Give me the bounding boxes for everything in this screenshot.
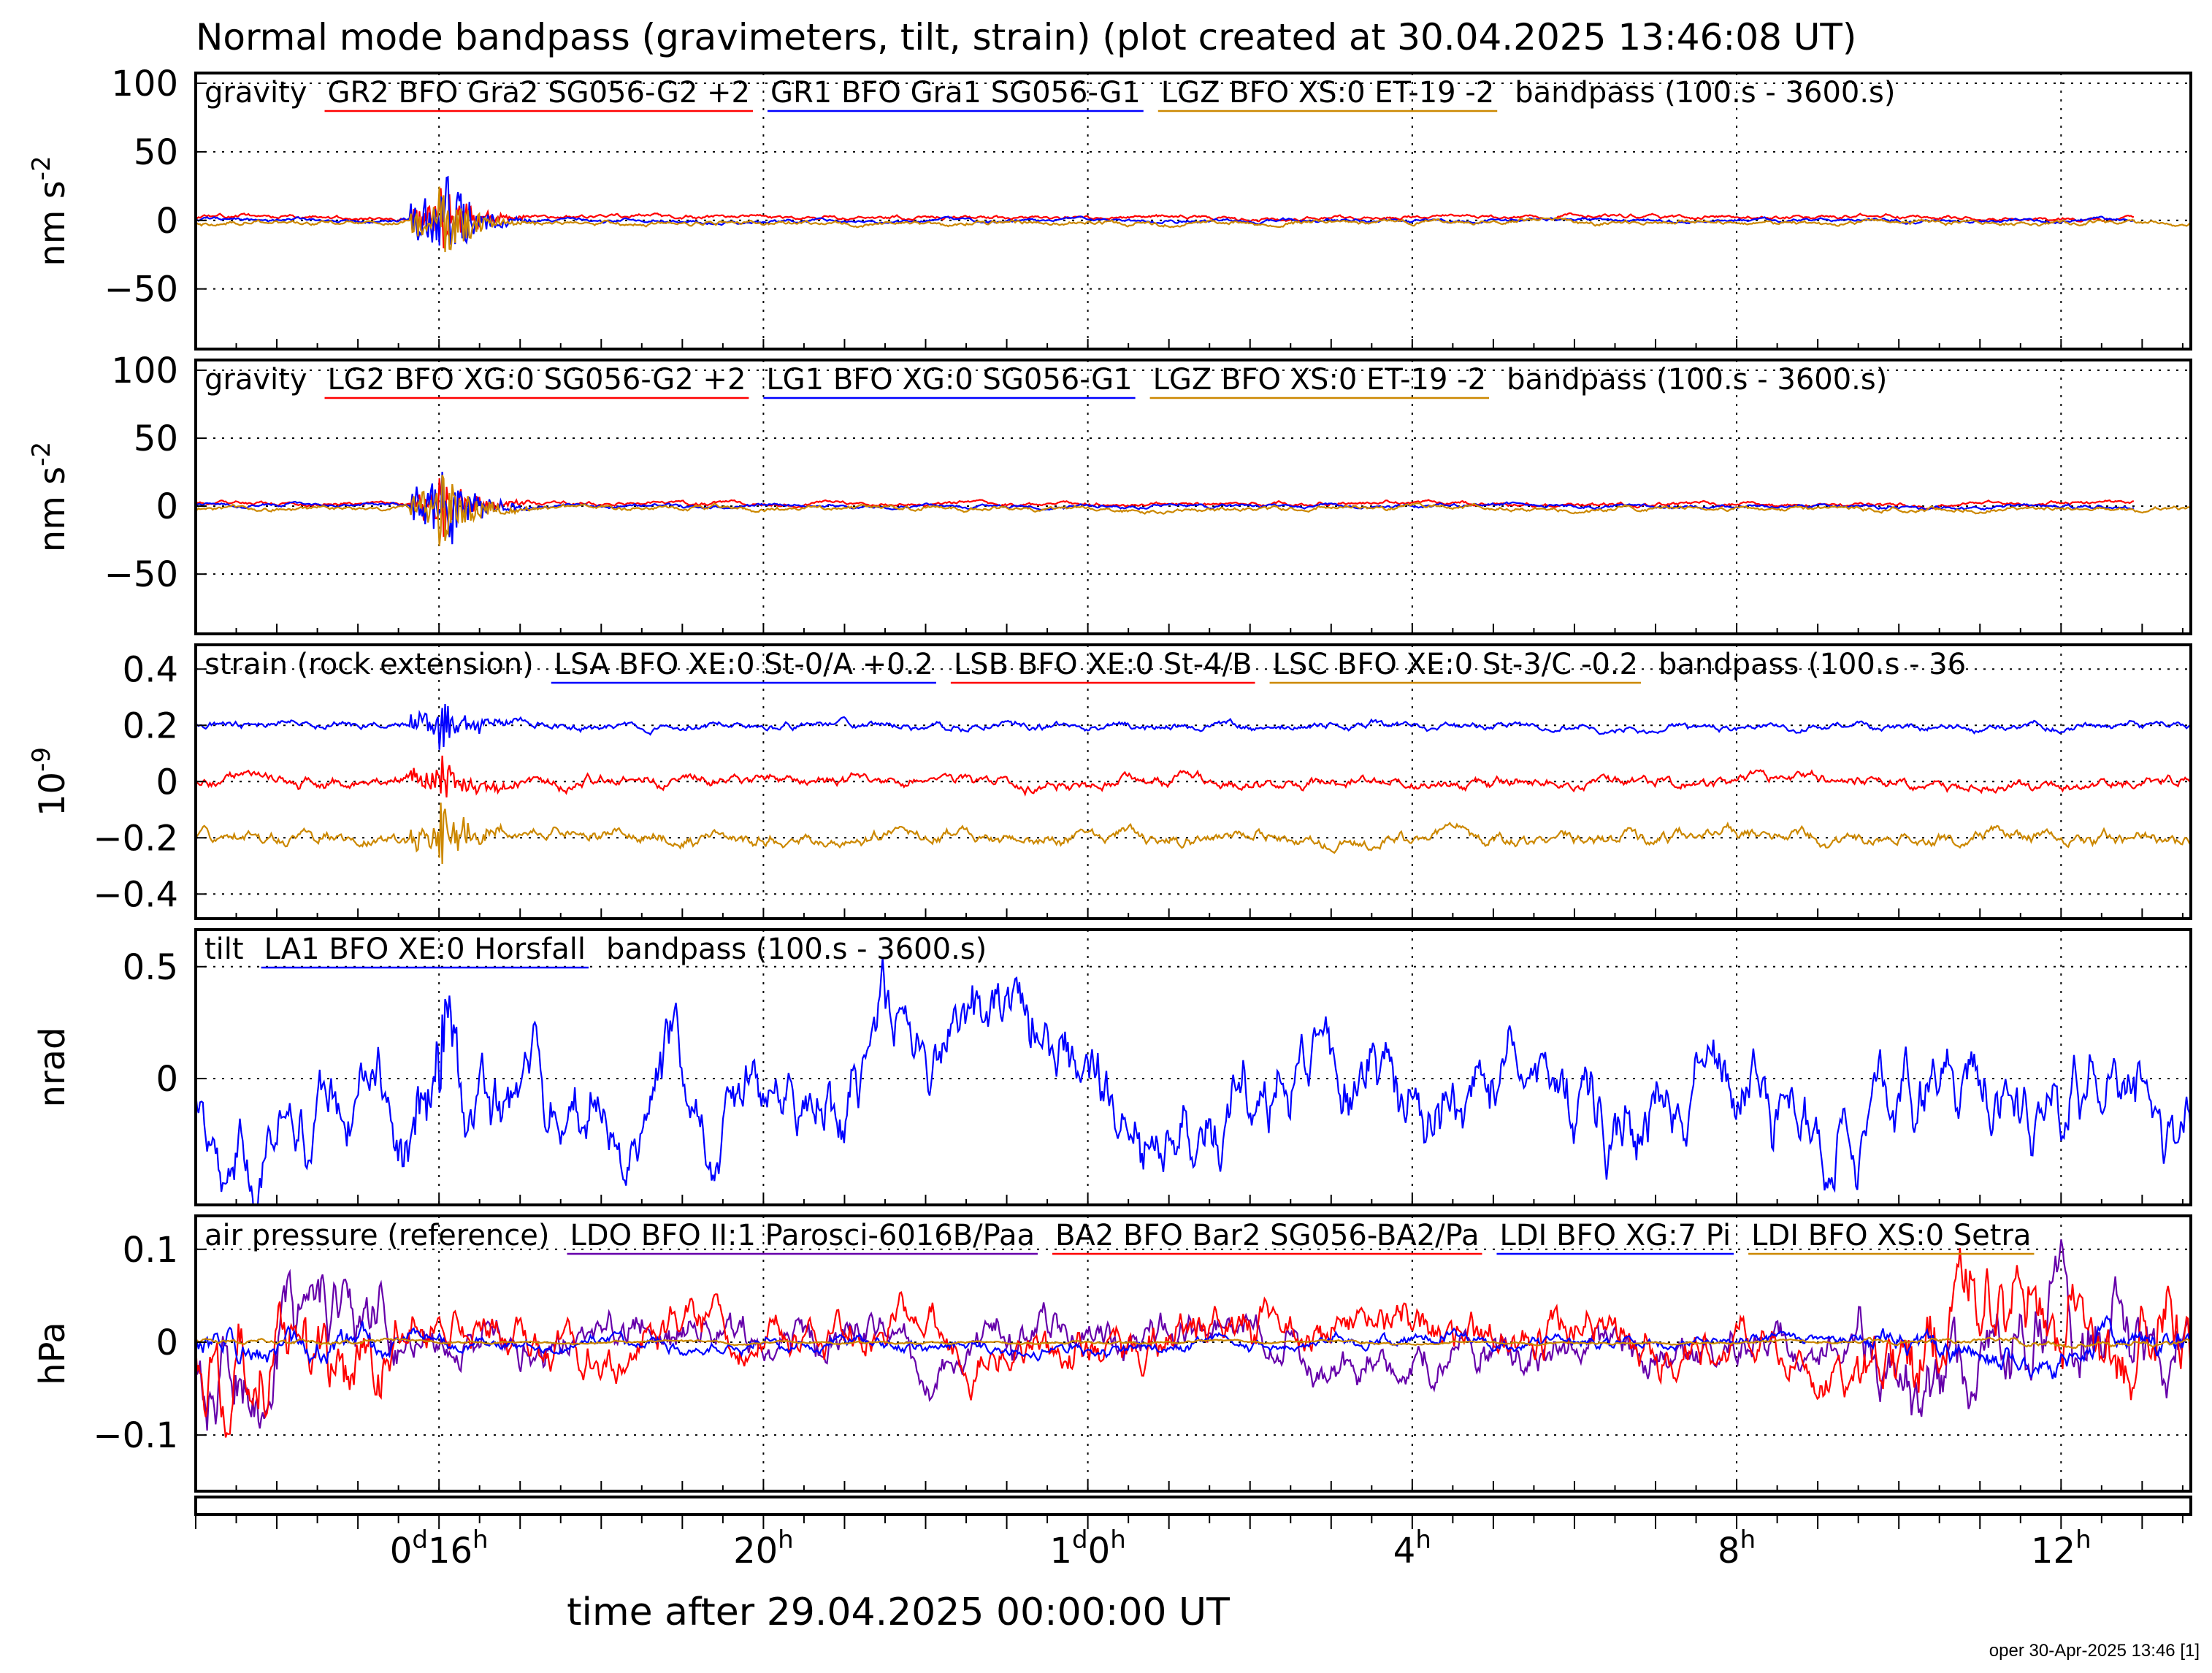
panels: 100 50 0 −50 nm s-2 gravity GR2 BFO Gra2 SG056…	[27, 64, 2192, 1493]
legend-category: gravity	[204, 76, 307, 110]
legend: tilt LA1 BFO XE:0 Horsfall bandpass (100.s…	[204, 933, 987, 969]
legend-bandpass: bandpass (100.s - 3600.s)	[1507, 363, 1887, 397]
legend-entry: BA2 BFO Bar2 SG056-BA2/Pa	[1055, 1219, 1480, 1252]
y-tick-label: 0	[156, 486, 178, 527]
series-line	[196, 957, 2191, 1205]
panel-gravity: 100 50 0 −50 nm s-2 gravity LG2 BFO XG:0 SG056…	[27, 351, 2192, 635]
y-tick-label: −50	[104, 269, 178, 310]
series-line	[196, 703, 2191, 750]
time-axis: 0d16h 20h 1d0h 4h 8h 12h	[194, 1496, 2192, 1571]
legend-entry: GR2 BFO Gra2 SG056-G2 +2	[328, 76, 750, 110]
y-tick-label: 0.5	[123, 947, 178, 988]
legend-entry: LA1 BFO XE:0 Horsfall	[264, 933, 586, 966]
legend: gravity LG2 BFO XG:0 SG056-G2 +2 LG1 BFO X…	[204, 363, 1887, 399]
footer-stamp: oper 30-Apr-2025 13:46 [1]	[1989, 1641, 2200, 1661]
y-tick-label: −0.2	[93, 818, 178, 859]
y-tick-label: 100	[111, 64, 178, 104]
series-line	[196, 175, 2135, 246]
axis-strip	[194, 1496, 2192, 1516]
legend: gravity GR2 BFO Gra2 SG056-G2 +2 GR1 BFO G…	[204, 76, 1896, 112]
panel-frame	[194, 72, 2192, 351]
y-tick-label: −0.4	[93, 874, 178, 915]
y-tick-label: 50	[134, 132, 178, 173]
legend-entry: GR1 BFO Gra1 SG056-G1	[770, 76, 1141, 110]
series-line	[196, 471, 2135, 545]
y-axis-label: 10-9	[27, 747, 73, 816]
y-tick-label: 0.1	[123, 1230, 178, 1271]
legend-entry: LDI BFO XG:7 Pi	[1499, 1219, 1731, 1252]
panel-air-pressure: 0.1 0 −0.1 hPa air pressure (reference) LDO B…	[32, 1214, 2192, 1493]
legend-entry: LGZ BFO XS:0 ET-19 -2	[1153, 363, 1486, 397]
y-axis-label: nrad	[32, 1027, 73, 1107]
panel-frame	[194, 928, 2192, 1206]
legend-entry: LSC BFO XE:0 St-3/C -0.2	[1273, 648, 1638, 681]
panel-frame	[194, 359, 2192, 635]
y-tick-label: 0.4	[123, 649, 178, 690]
panel-tilt: 0.5 0 nrad tilt LA1 BFO XE:0 Horsfall bandpas…	[32, 928, 2192, 1206]
legend-category: tilt	[204, 933, 244, 966]
x-tick-label: 4h	[1393, 1525, 1431, 1571]
series-line	[196, 803, 2191, 865]
y-tick-label: 0	[156, 1059, 178, 1100]
y-tick-label: 50	[134, 418, 178, 459]
series-line	[196, 1248, 2191, 1438]
panel-frame	[194, 1214, 2192, 1493]
y-tick-label: 0	[156, 201, 178, 242]
y-tick-label: 0	[156, 1322, 178, 1363]
legend-entry: LDI BFO XS:0 Setra	[1751, 1219, 2031, 1252]
legend-category: air pressure (reference)	[204, 1219, 549, 1252]
series-line	[196, 755, 2191, 798]
x-tick-label: 1d0h	[1050, 1525, 1126, 1571]
figure-title: Normal mode bandpass (gravimeters, tilt,…	[196, 16, 1856, 58]
legend-entry: LG1 BFO XG:0 SG056-G1	[766, 363, 1132, 397]
series-line	[196, 1336, 2191, 1349]
x-tick-label: 0d16h	[390, 1525, 489, 1571]
series-line	[196, 186, 2191, 253]
legend-category: gravity	[204, 363, 307, 397]
legend-bandpass: bandpass (100.s - 36	[1658, 648, 1966, 681]
legend-entry: LGZ BFO XS:0 ET-19 -2	[1161, 76, 1494, 110]
series-line	[196, 475, 2191, 546]
legend-bandpass: bandpass (100.s - 3600.s)	[606, 933, 987, 966]
y-axis-label: hPa	[32, 1322, 73, 1385]
y-tick-label: 0	[156, 762, 178, 803]
legend-bandpass: bandpass (100.s - 3600.s)	[1515, 76, 1895, 110]
legend: strain (rock extension) LSA BFO XE:0 St-0…	[204, 648, 1966, 684]
legend-entry: LDO BFO II:1 Parosci-6016B/Paa	[570, 1219, 1034, 1252]
y-tick-label: −0.1	[93, 1415, 178, 1456]
series-line	[196, 1239, 2191, 1431]
y-tick-label: 100	[111, 351, 178, 391]
x-tick-label: 20h	[733, 1525, 794, 1571]
legend-category: strain (rock extension)	[204, 648, 534, 681]
y-axis-label: nm s-2	[27, 442, 73, 552]
series-line	[196, 1314, 2191, 1379]
x-tick-label: 8h	[1718, 1525, 1756, 1571]
legend-entry: LSB BFO XE:0 St-4/B	[954, 648, 1252, 681]
series-line	[196, 188, 2135, 249]
legend-entry: LG2 BFO XG:0 SG056-G2 +2	[328, 363, 746, 397]
panel-gravity: 100 50 0 −50 nm s-2 gravity GR2 BFO Gra2 SG056…	[27, 64, 2192, 351]
x-tick-label: 12h	[2031, 1525, 2092, 1571]
y-tick-label: −50	[104, 554, 178, 595]
legend: air pressure (reference) LDO BFO II:1 Par…	[204, 1219, 2035, 1255]
y-axis-label: nm s-2	[27, 156, 73, 266]
x-axis-label: time after 29.04.2025 00:00:00 UT	[567, 1590, 1230, 1634]
legend-entry: LSA BFO XE:0 St-0/A +0.2	[554, 648, 933, 681]
y-tick-label: 0.2	[123, 705, 178, 746]
panel-strain: 0.4 0.2 0 −0.2 −0.4 10-9 strain (rock extensio…	[27, 643, 2192, 920]
